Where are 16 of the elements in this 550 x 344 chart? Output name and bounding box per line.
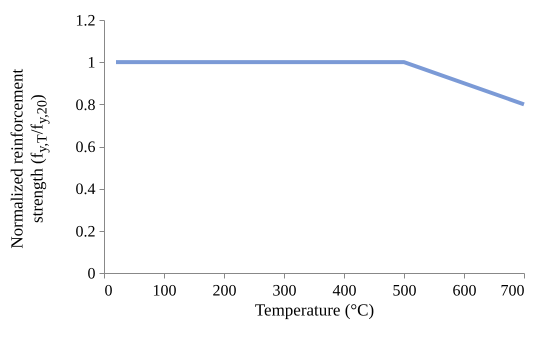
y-tick-label: 0.6 — [76, 139, 96, 156]
y-tick-label: 0 — [88, 266, 96, 282]
x-tick-label: 600 — [452, 282, 476, 300]
x-tick-label: 0 — [104, 282, 112, 300]
y-tick-label: 0.4 — [76, 181, 96, 198]
x-axis-title: Temperature (°C) — [254, 300, 374, 320]
x-tick-label: 100 — [152, 282, 176, 300]
x-tick-label: 300 — [272, 282, 296, 300]
y-tick-label: 1.2 — [76, 12, 96, 30]
y-tick-label: 1 — [88, 54, 96, 72]
x-tick-label: 200 — [212, 282, 236, 300]
y-tick-label: 0.8 — [76, 96, 96, 114]
x-tick-label: 400 — [332, 282, 356, 300]
x-tick-label: 700 — [500, 282, 524, 300]
x-tick-label: 500 — [392, 282, 416, 300]
y-tick-label: 0.2 — [76, 223, 96, 240]
